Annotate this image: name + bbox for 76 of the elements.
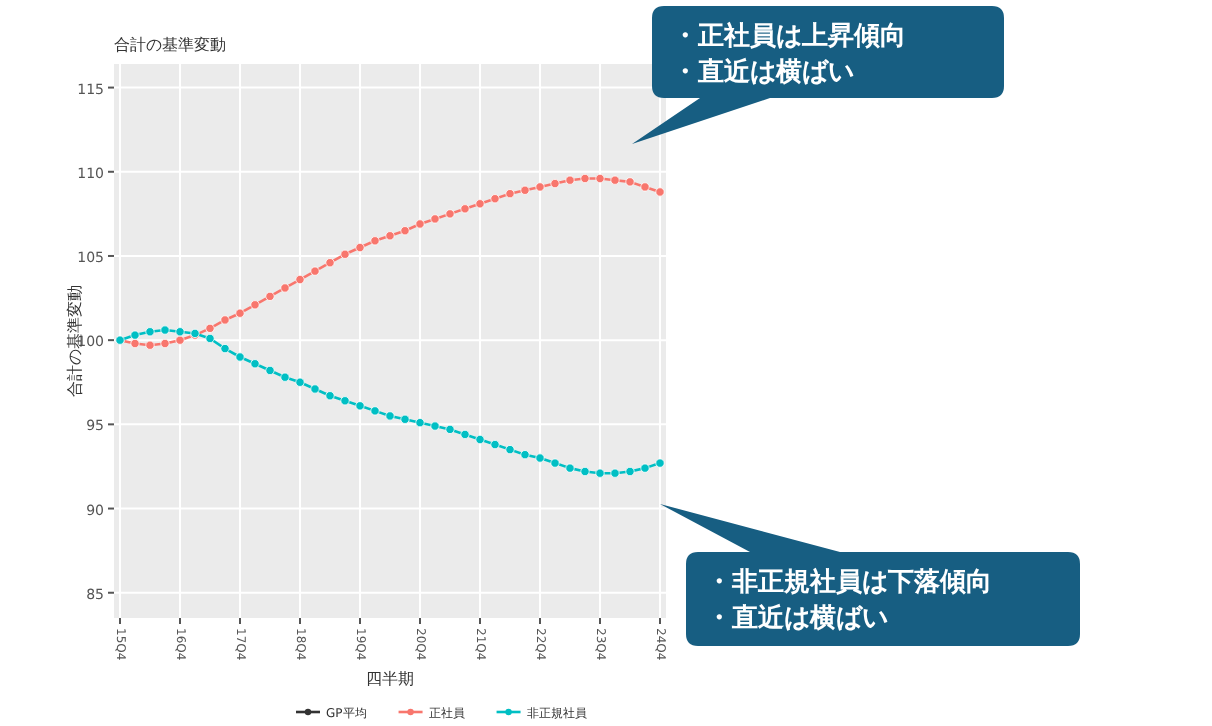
- point: [535, 182, 545, 192]
- text: ・正社員は上昇傾向: [672, 20, 906, 52]
- point: [490, 439, 500, 450]
- point: [520, 185, 530, 195]
- chart-title: 合計の基準変動: [114, 36, 226, 54]
- point: [430, 214, 440, 224]
- point: [550, 178, 560, 189]
- point: [295, 377, 305, 387]
- point: [625, 466, 635, 477]
- point: [460, 204, 470, 214]
- point: [340, 396, 350, 406]
- point: [340, 249, 350, 259]
- point: [130, 338, 140, 349]
- point: [475, 199, 485, 209]
- text: ・直近は横ばい: [672, 56, 854, 88]
- point: [415, 418, 425, 428]
- point: [400, 226, 410, 236]
- point: [205, 333, 215, 344]
- point: [130, 330, 140, 340]
- point: [580, 173, 590, 184]
- point: [295, 274, 305, 285]
- point: [370, 236, 380, 246]
- point: [520, 450, 530, 460]
- point: [595, 468, 605, 478]
- point: [220, 343, 230, 354]
- point: [370, 406, 380, 416]
- point: [430, 421, 440, 431]
- point: [250, 359, 260, 369]
- point: [505, 445, 515, 455]
- point: [160, 338, 170, 349]
- point: [490, 194, 500, 204]
- point: [235, 352, 245, 362]
- point: [550, 458, 560, 468]
- point: [445, 424, 455, 434]
- point: [580, 466, 590, 477]
- point: [175, 327, 185, 337]
- point: [250, 300, 260, 310]
- point: [640, 182, 650, 192]
- point: [325, 258, 335, 268]
- point: [310, 266, 320, 276]
- point: [610, 468, 620, 478]
- point: [355, 401, 365, 411]
- point: [505, 189, 515, 199]
- point: [355, 242, 365, 253]
- point: [415, 219, 425, 229]
- point: [460, 429, 470, 440]
- point: [640, 463, 650, 473]
- point: [220, 315, 230, 325]
- point: [310, 384, 320, 394]
- point: [265, 365, 275, 376]
- point: [145, 340, 155, 350]
- point: [535, 453, 545, 463]
- point: [160, 325, 170, 335]
- point: [265, 291, 275, 301]
- point: [175, 335, 185, 345]
- point: [235, 308, 245, 318]
- point: [385, 231, 395, 241]
- point: [625, 177, 635, 187]
- point: [565, 175, 575, 185]
- text: ・非正規社員は下落傾向: [706, 566, 992, 598]
- point: [145, 327, 155, 337]
- point: [655, 458, 665, 468]
- text: ・直近は横ばい: [706, 602, 888, 634]
- point: [610, 175, 620, 185]
- point: [400, 414, 410, 424]
- point: [205, 323, 215, 333]
- point: [445, 209, 455, 219]
- point: [325, 391, 335, 401]
- point: [280, 283, 290, 293]
- x-axis-title: 四半期: [366, 670, 414, 688]
- point: [385, 411, 395, 421]
- point: [565, 463, 575, 473]
- point: [655, 187, 665, 197]
- point: [595, 173, 605, 184]
- point: [475, 434, 485, 445]
- point: [280, 372, 290, 382]
